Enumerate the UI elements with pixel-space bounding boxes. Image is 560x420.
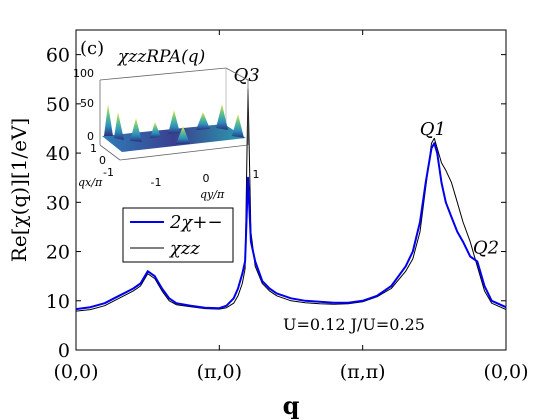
inset-peak (196, 112, 210, 130)
inset-peak (104, 104, 113, 136)
inset-box-edge (119, 144, 249, 161)
inset-box-edge (225, 67, 249, 81)
inset-surface-plot: 100 50 0 1 0 -1 -1 0 1 qx/π qy/π χzzRPA(… (73, 47, 260, 201)
parameter-note: U=0.12 J/U=0.25 (283, 315, 425, 334)
inset-peak (232, 114, 244, 138)
y-tick-label: 30 (46, 192, 70, 214)
inset-surface-base (102, 124, 246, 152)
annotations: Q3 Q1 Q2 (233, 65, 499, 258)
inset-peak (114, 112, 124, 140)
inset-peak (130, 118, 142, 142)
x-tick-label: (π,π) (340, 361, 386, 383)
y-tick-label: 60 (46, 45, 70, 67)
x-axis-ticks: (0,0) (π,0) (π,π) (0,0) (53, 30, 529, 383)
inset-qy-label: qy/π (200, 188, 225, 201)
series-group (75, 88, 507, 312)
y-tick-label: 50 (46, 94, 70, 116)
inset-z-tick: 0 (87, 130, 94, 143)
inset-peak (150, 122, 161, 138)
x-tick-label: (0,0) (53, 361, 98, 383)
legend-label-2chi-pm: 2χ+− (169, 212, 223, 233)
legend-label-chi-zz: χzz (168, 238, 200, 259)
peak-annotation: Q2 (473, 237, 499, 258)
inset-box-edge (99, 144, 121, 161)
y-tick-label: 0 (58, 340, 70, 362)
legend: 2χ+− χzz (122, 207, 234, 263)
inset-title: χzzRPA(q) (117, 47, 205, 67)
x-tick-label: (0,0) (483, 361, 528, 383)
inset-qx-tick: -1 (103, 166, 114, 179)
x-axis-title: q (283, 391, 300, 420)
y-tick-label: 10 (46, 291, 70, 313)
inset-z-tick: 50 (80, 97, 94, 110)
inset-qx-tick: 1 (90, 142, 97, 155)
x-tick-label: (π,0) (197, 361, 242, 383)
series-line-chi-zz (75, 88, 507, 312)
inset-peak (176, 126, 190, 144)
series-line-2chi-pm (75, 142, 507, 311)
y-tick-label: 40 (46, 143, 70, 165)
peak-annotation: Q3 (233, 65, 259, 86)
inset-qx-tick: 0 (99, 154, 106, 167)
inset-qy-tick: -1 (151, 176, 162, 189)
y-axis-title: Re[χ(q)][1/eV] (7, 118, 31, 262)
inset-peak (216, 104, 228, 130)
legend-box (122, 207, 234, 263)
panel-label: (c) (80, 38, 104, 59)
peak-annotation: Q1 (420, 119, 446, 140)
inset-peak (168, 110, 180, 134)
inset-qy-tick: 1 (253, 168, 260, 181)
inset-qx-label: qx/π (78, 176, 103, 189)
inset-box-edge (99, 67, 227, 81)
y-tick-label: 20 (46, 242, 70, 264)
inset-z-tick: 100 (73, 67, 94, 80)
plot-area (75, 29, 507, 351)
inset-qy-tick: 0 (203, 172, 210, 185)
